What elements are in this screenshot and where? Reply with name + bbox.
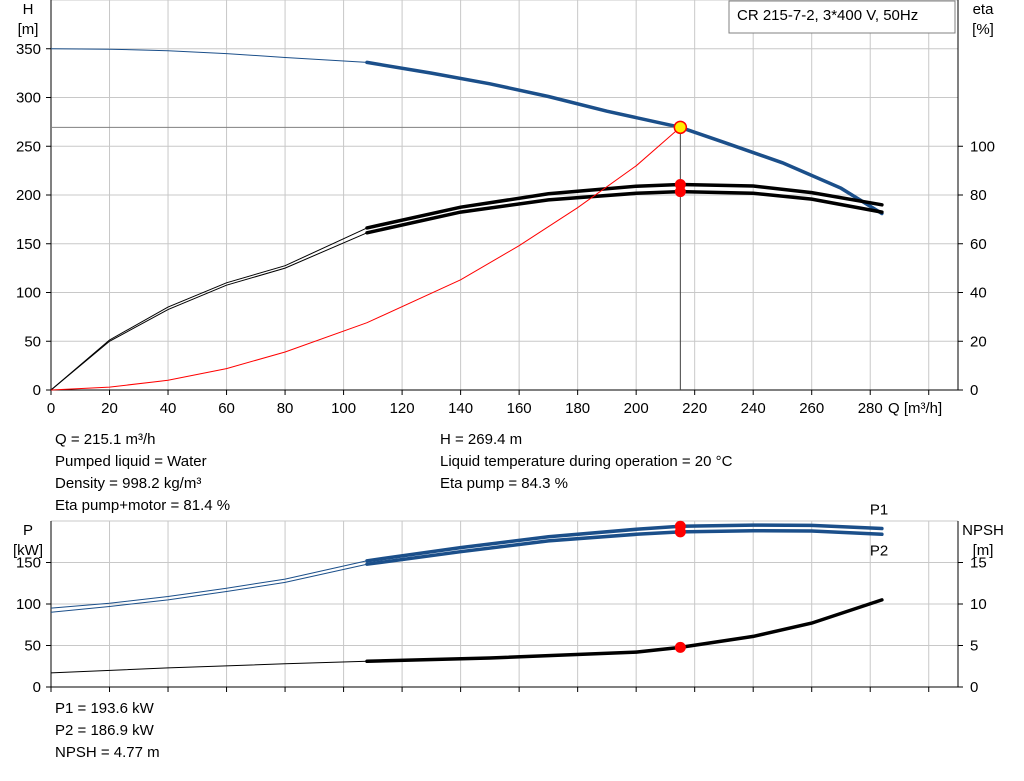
right-tick-label: 100 bbox=[970, 138, 995, 155]
x-tick-label: 20 bbox=[101, 400, 118, 417]
power-info: P1 = 193.6 kW P2 = 186.9 kW NPSH = 4.77 … bbox=[55, 698, 160, 764]
right-axis-label: NPSH bbox=[962, 522, 1004, 539]
flow-readout: Q = 215.1 m³/h bbox=[55, 431, 156, 448]
p1-readout: P1 = 193.6 kW bbox=[55, 700, 154, 717]
left-tick-label: 100 bbox=[16, 596, 41, 613]
left-tick-label: 100 bbox=[16, 285, 41, 302]
series-line-0-1 bbox=[365, 182, 884, 230]
series-line-0-0 bbox=[365, 60, 884, 216]
product-label-box bbox=[728, 0, 956, 34]
eta-pump-motor-readout: Eta pump+motor = 81.4 % bbox=[55, 497, 231, 514]
left-tick-label: 0 bbox=[33, 382, 41, 399]
duty-info-right: H = 269.4 m Liquid temperature during op… bbox=[440, 429, 732, 495]
x-tick-label: 180 bbox=[565, 400, 590, 417]
left-tick-label: 150 bbox=[16, 555, 41, 572]
p2-readout: P2 = 186.9 kW bbox=[55, 722, 154, 739]
left-tick-label: 50 bbox=[24, 333, 41, 350]
right-tick-label: 40 bbox=[970, 285, 987, 302]
right-axis-label: eta bbox=[973, 1, 995, 18]
left-axis-label: H bbox=[23, 1, 34, 18]
product-label: CR 215-7-2, 3*400 V, 50Hz bbox=[737, 7, 918, 24]
left-tick-label: 200 bbox=[16, 187, 41, 204]
left-tick-label: 250 bbox=[16, 138, 41, 155]
duty-point-marker bbox=[673, 120, 688, 135]
series-label-p2: P2 bbox=[870, 542, 888, 559]
series-line-1-0 bbox=[365, 523, 884, 563]
duty-marker-npsh bbox=[674, 641, 686, 653]
series-line-0-2-extrapolated bbox=[50, 232, 368, 391]
left-tick-label: 150 bbox=[16, 236, 41, 253]
x-tick-label: 280 bbox=[858, 400, 883, 417]
left-tick-label: 350 bbox=[16, 41, 41, 58]
right-axis-unit: [%] bbox=[972, 21, 994, 38]
left-tick-label: 300 bbox=[16, 90, 41, 107]
left-axis-unit: [m] bbox=[18, 21, 39, 38]
head-readout: H = 269.4 m bbox=[440, 431, 523, 448]
series-line-0-2 bbox=[365, 189, 884, 235]
series-line-1-1-extrapolated bbox=[50, 563, 368, 613]
right-tick-label: 0 bbox=[970, 679, 978, 696]
x-tick-label: 40 bbox=[160, 400, 177, 417]
x-tick-label: 100 bbox=[331, 400, 356, 417]
liquid-temperature-readout: Liquid temperature during operation = 20… bbox=[440, 453, 733, 470]
series-line-1-2 bbox=[365, 598, 884, 664]
eta-pump-readout: Eta pump = 84.3 % bbox=[440, 475, 568, 492]
x-tick-label: 60 bbox=[218, 400, 235, 417]
right-tick-label: 0 bbox=[970, 382, 978, 399]
right-axis-unit: [m] bbox=[973, 542, 994, 559]
x-tick-label: 260 bbox=[799, 400, 824, 417]
right-tick-label: 5 bbox=[970, 638, 978, 655]
power-npsh-panel: 0 50 100 150 0 5 10 15 P [kW] NPSH [m] P1 P2 bbox=[13, 501, 1004, 696]
right-tick-label: 10 bbox=[970, 596, 987, 613]
series-line-1-2-extrapolated bbox=[50, 660, 368, 674]
series-line-0-1-extrapolated bbox=[50, 227, 368, 391]
x-tick-label: 220 bbox=[682, 400, 707, 417]
right-tick-label: 20 bbox=[970, 333, 987, 350]
x-tick-label: 160 bbox=[507, 400, 532, 417]
x-tick-label: 240 bbox=[741, 400, 766, 417]
x-tick-label: 80 bbox=[277, 400, 294, 417]
efficiency-duty-marker bbox=[674, 186, 686, 198]
x-tick-label: 0 bbox=[47, 400, 55, 417]
series-line-1-1 bbox=[365, 528, 884, 566]
x-tick-label: 200 bbox=[624, 400, 649, 417]
right-tick-label: 60 bbox=[970, 236, 987, 253]
duty-info-left: Q = 215.1 m³/h Pumped liquid = Water Den… bbox=[55, 429, 230, 517]
series-line-1-0-extrapolated bbox=[50, 560, 368, 609]
left-tick-label: 50 bbox=[24, 638, 41, 655]
left-axis-label: P bbox=[23, 522, 33, 539]
right-tick-label: 15 bbox=[970, 555, 987, 572]
series-line-0-0-extrapolated bbox=[50, 48, 368, 63]
left-tick-label: 0 bbox=[33, 679, 41, 696]
series-line-0-3 bbox=[50, 126, 681, 391]
left-axis-unit: [kW] bbox=[13, 542, 43, 559]
x-tick-label: 120 bbox=[390, 400, 415, 417]
series-label-p1: P1 bbox=[870, 501, 888, 518]
npsh-readout: NPSH = 4.77 m bbox=[55, 744, 160, 761]
duty-marker-p2 bbox=[674, 526, 686, 538]
density-readout: Density = 998.2 kg/m³ bbox=[55, 475, 202, 492]
head-efficiency-panel: 0 50 100 150 200 250 300 350 0 20 40 60 80 100 0 20 40 60… bbox=[16, 0, 995, 417]
x-tick-label: 140 bbox=[448, 400, 473, 417]
pumped-liquid-readout: Pumped liquid = Water bbox=[55, 453, 207, 470]
x-axis-label: Q [m³/h] bbox=[888, 400, 942, 417]
right-tick-label: 80 bbox=[970, 187, 987, 204]
